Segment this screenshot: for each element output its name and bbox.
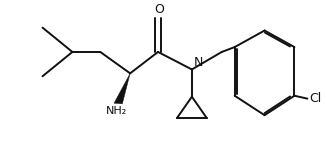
Text: Cl: Cl [309, 92, 321, 105]
Text: N: N [194, 56, 203, 69]
Polygon shape [114, 73, 130, 104]
Text: O: O [155, 3, 165, 16]
Text: NH₂: NH₂ [106, 106, 127, 116]
